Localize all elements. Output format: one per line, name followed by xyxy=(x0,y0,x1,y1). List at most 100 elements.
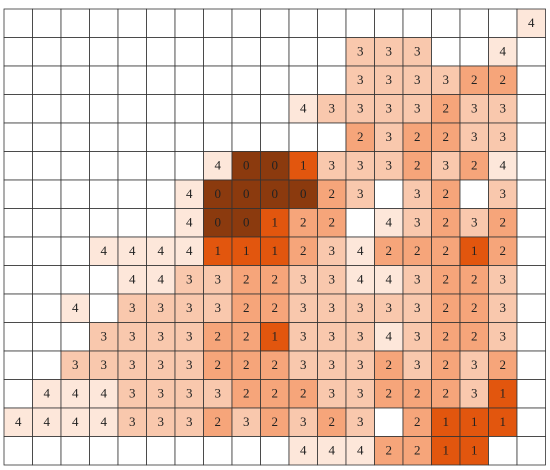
cell-value: 3 xyxy=(329,243,336,258)
cell xyxy=(231,8,261,38)
cell xyxy=(374,122,404,152)
cell-value: 3 xyxy=(186,300,193,315)
cell xyxy=(203,265,233,295)
cell-value: 2 xyxy=(329,186,336,201)
cell xyxy=(516,179,546,209)
cell xyxy=(516,407,546,437)
cell xyxy=(488,151,518,181)
cell xyxy=(3,265,33,295)
cell-value: 2 xyxy=(243,386,250,401)
cell-value: 2 xyxy=(300,386,307,401)
cell xyxy=(203,8,233,38)
cell xyxy=(117,208,147,238)
cell-value: 0 xyxy=(300,186,307,201)
cell-value: 2 xyxy=(357,129,364,144)
cell xyxy=(32,322,62,352)
cell-value: 4 xyxy=(72,386,79,401)
cell xyxy=(345,407,375,437)
cell xyxy=(516,65,546,95)
cell-value: 3 xyxy=(500,186,507,201)
cell-value: 4 xyxy=(129,243,136,258)
cell xyxy=(374,293,404,323)
cell xyxy=(89,265,119,295)
cell xyxy=(374,179,404,209)
cell-value: 3 xyxy=(300,414,307,429)
cell xyxy=(317,122,347,152)
cell xyxy=(516,293,546,323)
cell xyxy=(345,350,375,380)
cell xyxy=(288,265,318,295)
cell-value: 4 xyxy=(158,243,165,258)
cell xyxy=(146,322,176,352)
cell xyxy=(516,350,546,380)
cell-value: 1 xyxy=(443,443,450,458)
cell-value: 2 xyxy=(414,443,421,458)
cell xyxy=(89,65,119,95)
cell-value: 3 xyxy=(500,300,507,315)
cell xyxy=(203,350,233,380)
cell xyxy=(288,94,318,124)
cell-value: 2 xyxy=(272,357,279,372)
cell-value: 4 xyxy=(129,272,136,287)
cell xyxy=(174,208,204,238)
cell xyxy=(431,94,461,124)
cell xyxy=(146,94,176,124)
cell xyxy=(516,436,546,466)
cell xyxy=(231,350,261,380)
cell xyxy=(203,208,233,238)
cell-value: 3 xyxy=(500,129,507,144)
cell-value: 3 xyxy=(357,300,364,315)
cell xyxy=(146,37,176,67)
cell-value: 4 xyxy=(357,443,364,458)
cell-value: 2 xyxy=(414,386,421,401)
cell-value: 3 xyxy=(386,300,393,315)
cell xyxy=(117,436,147,466)
cell xyxy=(516,322,546,352)
cell-value: 3 xyxy=(329,386,336,401)
cell-value: 3 xyxy=(471,215,478,230)
cell-value: 3 xyxy=(414,272,421,287)
cell xyxy=(174,37,204,67)
cell xyxy=(117,350,147,380)
cell xyxy=(345,236,375,266)
cell xyxy=(89,122,119,152)
cell-value: 3 xyxy=(329,329,336,344)
cell xyxy=(89,208,119,238)
cell xyxy=(516,236,546,266)
cell xyxy=(117,293,147,323)
cell xyxy=(260,322,290,352)
cell xyxy=(231,436,261,466)
cell xyxy=(488,379,518,409)
cell xyxy=(288,407,318,437)
cell xyxy=(260,208,290,238)
cell xyxy=(231,122,261,152)
cell-value: 3 xyxy=(414,44,421,59)
cell xyxy=(488,350,518,380)
cell xyxy=(203,122,233,152)
cell xyxy=(516,122,546,152)
cell xyxy=(32,208,62,238)
cell xyxy=(174,322,204,352)
cell-value: 2 xyxy=(243,272,250,287)
cell-value: 2 xyxy=(386,357,393,372)
cell xyxy=(60,65,90,95)
cell-value: 2 xyxy=(471,329,478,344)
cell xyxy=(32,179,62,209)
cell-value: 3 xyxy=(158,386,165,401)
cell xyxy=(488,407,518,437)
cell-value: 1 xyxy=(471,243,478,258)
cell xyxy=(374,236,404,266)
cell-value: 4 xyxy=(15,414,22,429)
cell xyxy=(32,122,62,152)
cell-value: 3 xyxy=(357,357,364,372)
cell xyxy=(260,265,290,295)
cell xyxy=(260,122,290,152)
cell-value: 4 xyxy=(44,414,51,429)
cell xyxy=(431,379,461,409)
cell-value: 3 xyxy=(329,101,336,116)
cell xyxy=(345,208,375,238)
cell xyxy=(288,65,318,95)
cell xyxy=(32,407,62,437)
cell-value: 3 xyxy=(357,158,364,173)
